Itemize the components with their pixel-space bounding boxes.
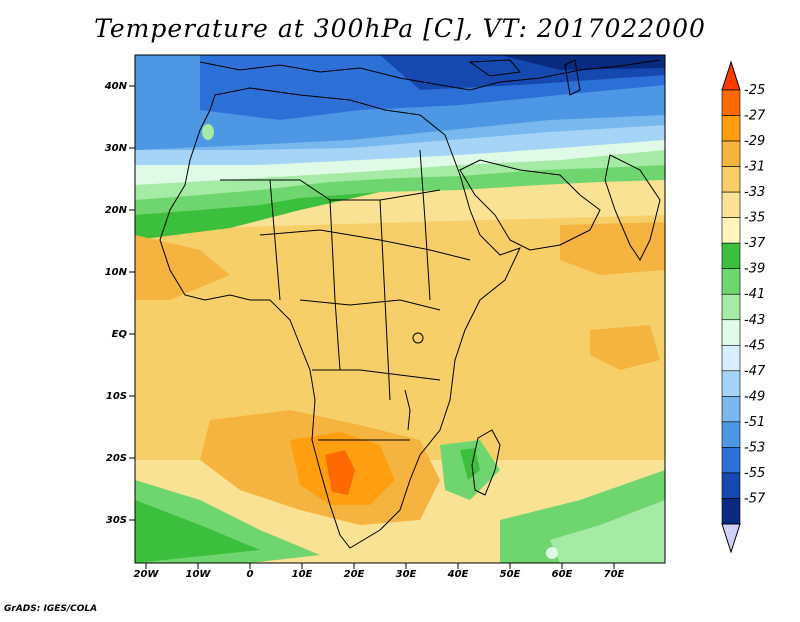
lat-label: 30N	[105, 143, 128, 154]
colorbar-label: -39	[744, 262, 765, 277]
longitude-labels: 20W 10W 0 10E 20E 30E 40E 50E 60E 70E	[134, 569, 625, 580]
colorbar-segment	[721, 115, 741, 142]
colorbar-segment	[721, 370, 741, 397]
map-frame	[134, 54, 666, 564]
colorbar-segment	[721, 191, 741, 218]
colorbar-label: -37	[744, 236, 766, 251]
lon-label: 70E	[604, 569, 625, 580]
colorbar-label: -51	[744, 415, 765, 430]
colorbar-segment	[721, 498, 741, 525]
colorbar-segment	[721, 344, 741, 372]
colorbar-label: -27	[744, 109, 766, 124]
colorbar-label: -41	[744, 287, 765, 302]
colorbar	[721, 60, 741, 554]
colorbar-label: -31	[744, 160, 765, 175]
colorbar-segment	[721, 217, 741, 244]
colorbar-segment	[721, 396, 741, 423]
colorbar-segment	[721, 89, 741, 116]
lat-label: EQ	[112, 329, 128, 340]
colorbar-top-arrow	[721, 60, 741, 91]
lon-label: 10E	[292, 569, 313, 580]
lat-label: 10N	[105, 267, 128, 278]
colorbar-label: -29	[744, 134, 765, 149]
credit-text: GrADS: IGES/COLA	[4, 604, 98, 614]
colorbar-label: -49	[744, 389, 765, 404]
lon-label: 20E	[344, 569, 365, 580]
colorbar-segment	[721, 293, 741, 321]
lon-label: 10W	[186, 569, 212, 580]
colorbar-segment	[721, 242, 741, 270]
lon-label: 60E	[552, 569, 573, 580]
colorbar-segment	[721, 447, 741, 474]
colorbar-label: -57	[744, 491, 766, 506]
colorbar-label: -43	[744, 313, 765, 328]
lon-label: 50E	[500, 569, 521, 580]
lon-label: 20W	[134, 569, 160, 580]
colorbar-label: -35	[744, 211, 765, 226]
colorbar-labels: -25 -27 -29 -31 -33 -35 -37 -39 -41 -43 -45 -47 -49 -…	[744, 83, 766, 506]
colorbar-segment	[721, 421, 741, 448]
colorbar-segment	[721, 319, 741, 346]
lat-label: 20S	[106, 453, 127, 464]
latitude-labels: 40N 30N 20N 10N EQ 10S 20S 30S	[104, 81, 128, 526]
lat-label: 40N	[104, 81, 128, 92]
lat-label: 30S	[106, 515, 127, 526]
coastlines	[159, 59, 661, 549]
colorbar-segment	[721, 268, 741, 295]
colorbar-bottom-arrow	[721, 523, 741, 554]
colorbar-label: -45	[744, 338, 765, 353]
colorbar-label: -53	[744, 440, 765, 455]
colorbar-label: -55	[744, 466, 765, 481]
lon-label: 40E	[447, 569, 469, 580]
temperature-field	[135, 55, 665, 563]
lon-label: 30E	[396, 569, 417, 580]
colorbar-segment	[721, 166, 741, 193]
lat-label: 10S	[106, 391, 127, 402]
lat-label: 20N	[105, 205, 128, 216]
colorbar-segment	[721, 140, 741, 167]
colorbar-segment	[721, 472, 741, 499]
colorbar-label: -33	[744, 185, 765, 200]
colorbar-label: -47	[744, 364, 766, 379]
map-title: Temperature at 300hPa [C], VT: 201702200…	[94, 14, 706, 43]
colorbar-label: -25	[744, 83, 765, 98]
lon-label: 0	[247, 569, 254, 580]
